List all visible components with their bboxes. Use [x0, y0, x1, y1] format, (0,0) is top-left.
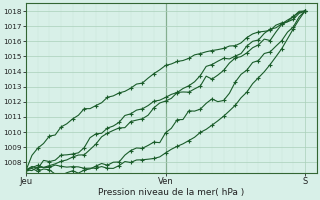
X-axis label: Pression niveau de la mer( hPa ): Pression niveau de la mer( hPa )	[98, 188, 244, 197]
